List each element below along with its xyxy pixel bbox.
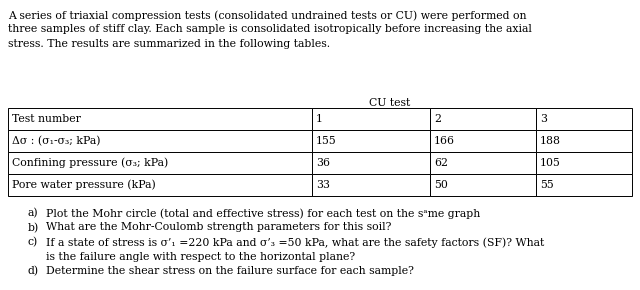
Text: 36: 36 (316, 158, 330, 168)
Text: three samples of stiff clay. Each sample is consolidated isotropically before in: three samples of stiff clay. Each sample… (8, 24, 532, 35)
Text: Confining pressure (σ₃; kPa): Confining pressure (σ₃; kPa) (12, 158, 168, 168)
Text: A series of triaxial compression tests (consolidated undrained tests or CU) were: A series of triaxial compression tests (… (8, 10, 527, 21)
Text: Determine the shear stress on the failure surface for each sample?: Determine the shear stress on the failur… (46, 266, 414, 276)
Text: 50: 50 (434, 180, 448, 190)
Text: a): a) (28, 208, 38, 218)
Text: If a state of stress is σ’₁ =220 kPa and σ’₃ =50 kPa, what are the safety factor: If a state of stress is σ’₁ =220 kPa and… (46, 237, 544, 248)
Text: Plot the Mohr circle (total and effective stress) for each test on the sᵃme grap: Plot the Mohr circle (total and effectiv… (46, 208, 480, 219)
Text: d): d) (28, 266, 39, 276)
Text: stress. The results are summarized in the following tables.: stress. The results are summarized in th… (8, 39, 330, 49)
Bar (536, 130, 632, 152)
Bar (536, 108, 632, 130)
Text: 155: 155 (316, 136, 337, 146)
Text: is the failure angle with respect to the horizontal plane?: is the failure angle with respect to the… (46, 251, 355, 262)
Text: CU test: CU test (369, 98, 411, 108)
Text: 55: 55 (540, 180, 554, 190)
Bar (430, 130, 536, 152)
Bar (8, 108, 312, 130)
Bar (430, 174, 536, 196)
Text: 188: 188 (540, 136, 561, 146)
Bar (8, 174, 312, 196)
Bar (536, 174, 632, 196)
Text: 2: 2 (434, 114, 441, 124)
Text: Test number: Test number (12, 114, 81, 124)
Text: b): b) (28, 222, 39, 233)
Text: 166: 166 (434, 136, 455, 146)
Bar (312, 152, 430, 174)
Bar (8, 130, 312, 152)
Text: Pore water pressure (kPa): Pore water pressure (kPa) (12, 180, 156, 190)
Bar (8, 152, 312, 174)
Bar (312, 174, 430, 196)
Bar (312, 130, 430, 152)
Bar (430, 108, 536, 130)
Text: What are the Mohr-Coulomb strength parameters for this soil?: What are the Mohr-Coulomb strength param… (46, 222, 392, 233)
Text: 3: 3 (540, 114, 547, 124)
Text: 105: 105 (540, 158, 561, 168)
Bar (536, 152, 632, 174)
Text: 62: 62 (434, 158, 448, 168)
Text: c): c) (28, 237, 38, 247)
Text: Δσ : (σ₁-σ₃; kPa): Δσ : (σ₁-σ₃; kPa) (12, 136, 100, 146)
Text: 33: 33 (316, 180, 330, 190)
Text: 1: 1 (316, 114, 323, 124)
Bar (312, 108, 430, 130)
Bar (430, 152, 536, 174)
